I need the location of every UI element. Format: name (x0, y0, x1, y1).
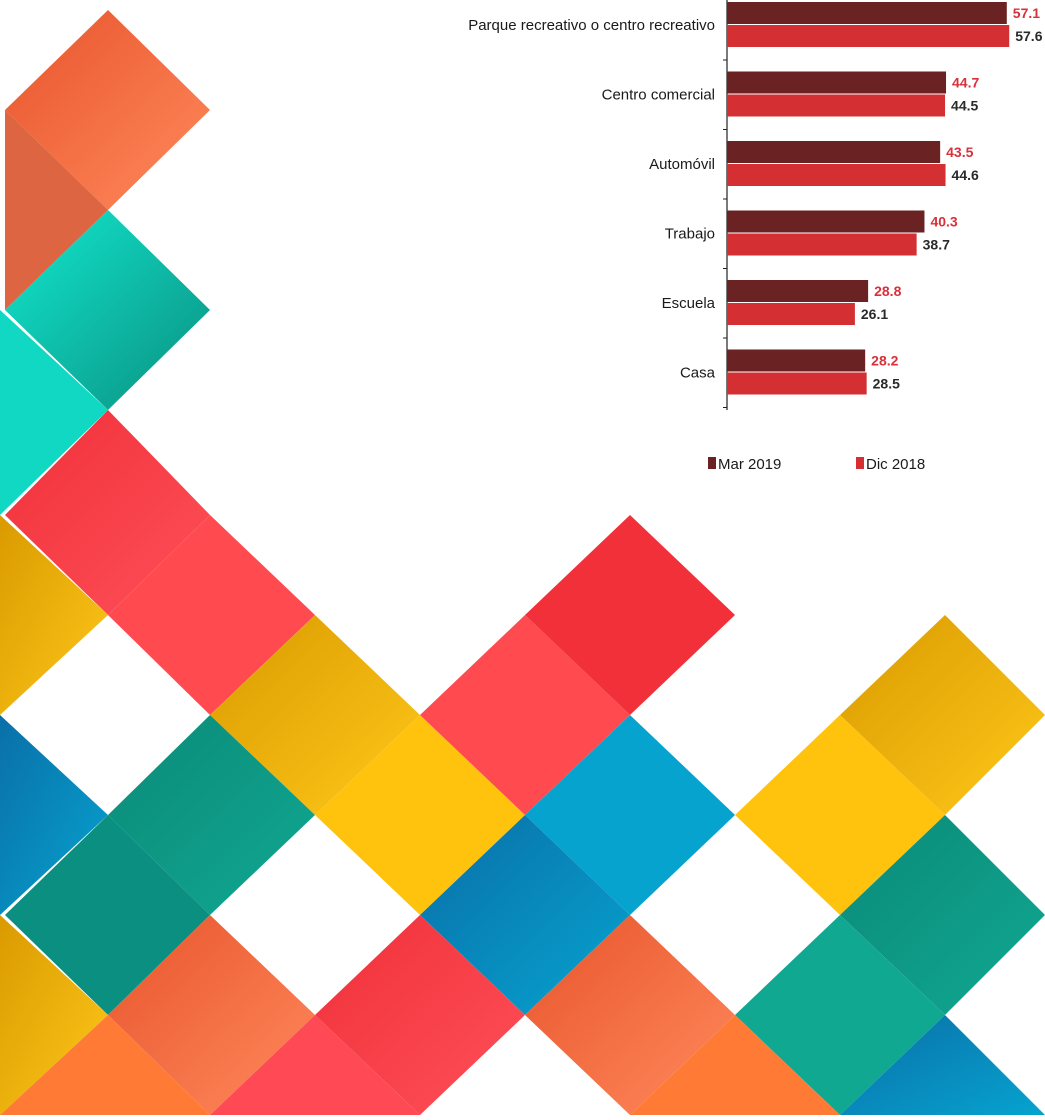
data-label: 28.2 (871, 353, 898, 369)
bar-mar-2019 (727, 2, 1007, 24)
data-label: 57.1 (1013, 5, 1040, 21)
bar-mar-2019 (727, 71, 947, 94)
bar-chart: Parque recreativo o centro recreativo 57.… (425, 0, 1045, 485)
data-label: 28.8 (874, 283, 901, 299)
bar-dic-2018 (727, 303, 855, 325)
bar-dic-2018 (727, 233, 917, 256)
legend-label: Dic 2018 (866, 456, 925, 473)
data-label: 26.1 (861, 306, 888, 322)
bar-dic-2018 (727, 372, 867, 395)
bar-dic-2018 (727, 94, 946, 117)
category-label: Centro comercial (602, 87, 715, 104)
bar-mar-2019 (727, 141, 941, 163)
data-label: 57.6 (1015, 28, 1042, 44)
bar-mar-2019 (727, 349, 866, 372)
bar-mar-2019 (727, 280, 869, 302)
category-label: Automóvil (649, 156, 715, 173)
category-label: Trabajo (665, 226, 715, 243)
data-label: 43.5 (946, 144, 973, 160)
data-label: 28.5 (873, 376, 900, 392)
data-label: 44.6 (952, 167, 979, 183)
legend-swatch (856, 457, 864, 469)
category-label: Parque recreativo o centro recreativo (468, 17, 715, 34)
legend-label: Mar 2019 (718, 456, 781, 473)
data-label: 44.5 (951, 98, 978, 114)
legend-swatch (708, 457, 716, 469)
data-label: 38.7 (923, 237, 950, 253)
data-label: 40.3 (930, 214, 957, 230)
data-label: 44.7 (952, 75, 979, 91)
chart-body: Parque recreativo o centro recreativo 57.… (468, 0, 1043, 410)
category-label: Casa (680, 365, 716, 382)
bar-dic-2018 (727, 25, 1010, 47)
bar-mar-2019 (727, 210, 925, 233)
legend: Mar 2019 Dic 2018 (708, 456, 925, 473)
bar-dic-2018 (727, 164, 946, 186)
category-label: Escuela (662, 295, 716, 312)
